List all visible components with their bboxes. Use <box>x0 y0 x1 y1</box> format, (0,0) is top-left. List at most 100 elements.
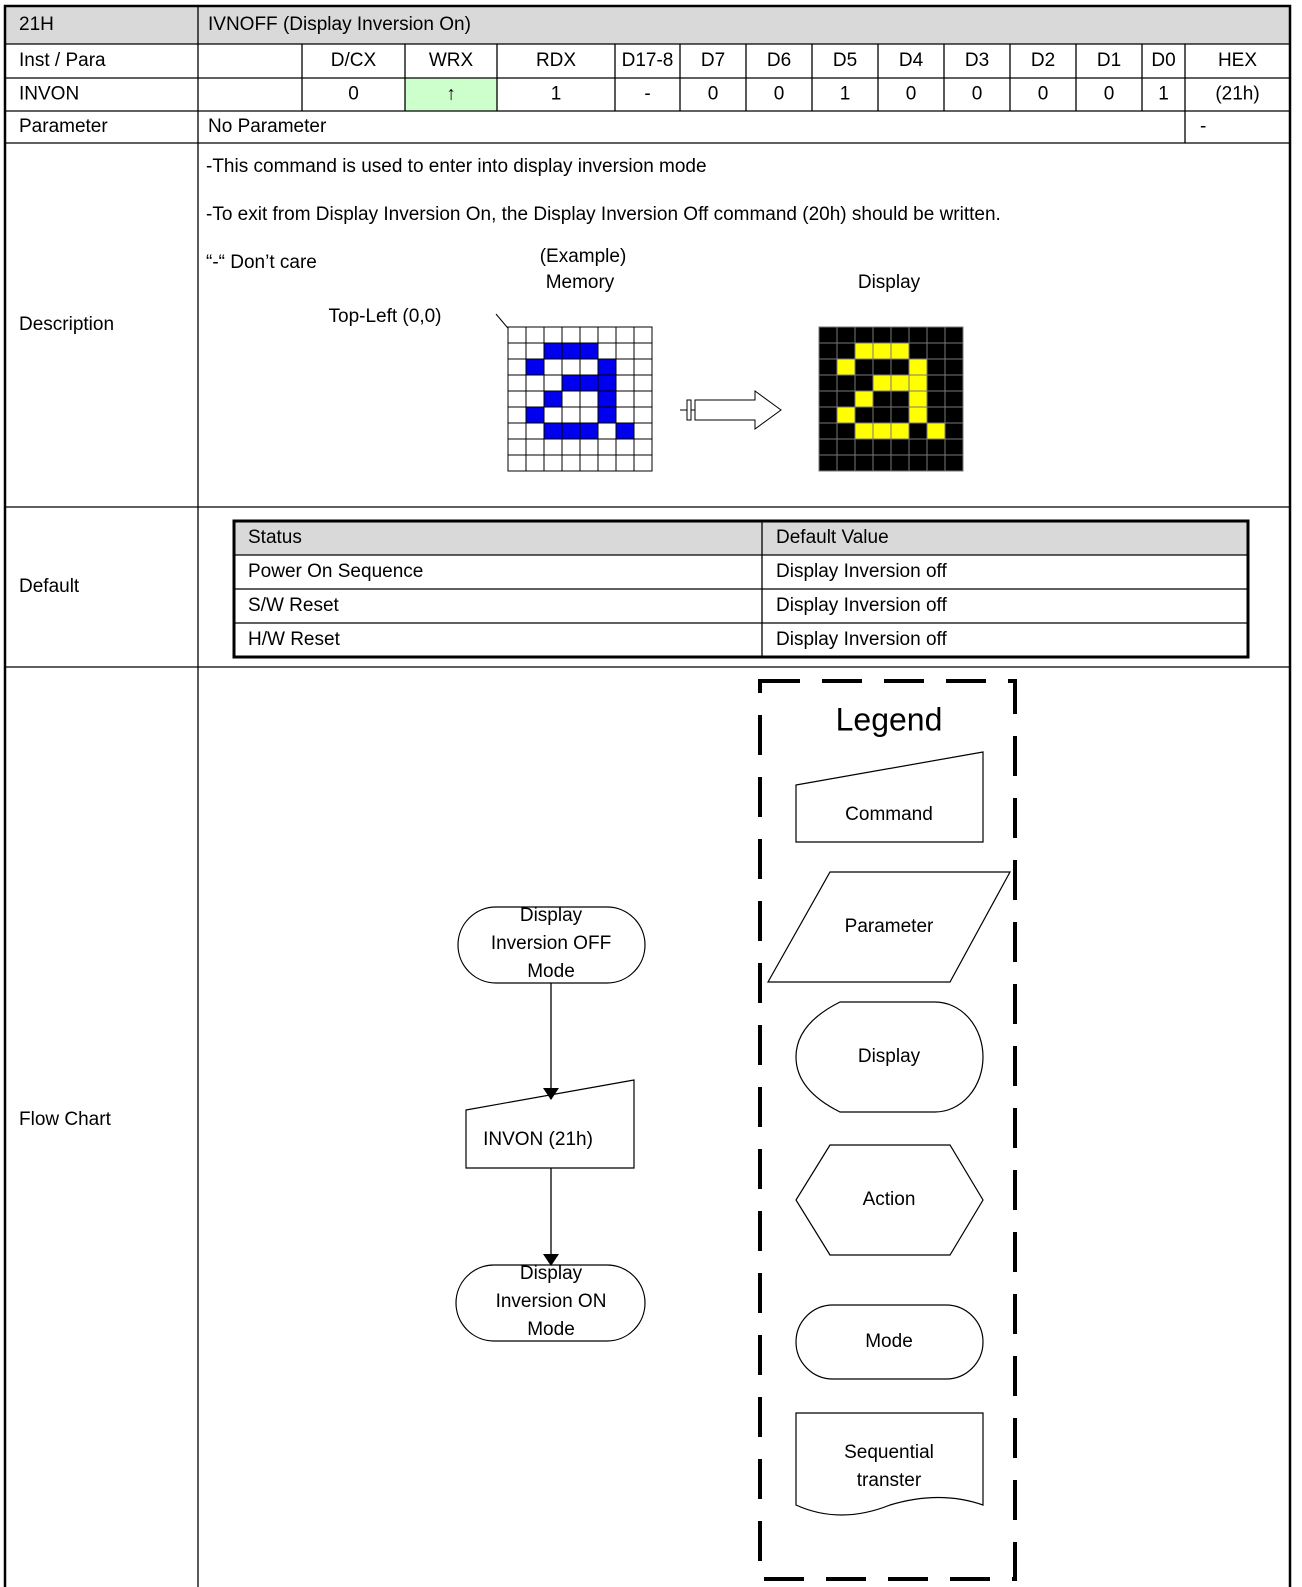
memory-pixel <box>543 374 563 392</box>
memory-pixel <box>507 374 527 392</box>
display-pixel <box>890 358 910 376</box>
default-cell: Display Inversion off <box>776 595 947 616</box>
display-pixel <box>926 454 946 472</box>
memory-pixel <box>597 374 617 392</box>
table-cell: 0 <box>1038 84 1049 105</box>
display-pixel <box>944 358 964 376</box>
memory-pixel <box>507 342 527 360</box>
memory-pixel <box>525 358 545 376</box>
memory-pixel <box>543 406 563 424</box>
display-pixel <box>836 454 856 472</box>
parameter-text: No Parameter <box>208 116 327 137</box>
display-pixel <box>890 406 910 424</box>
memory-pixel <box>615 390 635 408</box>
table-cell: 1 <box>1158 84 1169 105</box>
display-pixel <box>872 454 892 472</box>
column-header: D0 <box>1151 50 1175 71</box>
description-line: -To exit from Display Inversion On, the … <box>206 204 1001 225</box>
node-label: Display <box>520 905 583 926</box>
display-pixel <box>908 342 928 360</box>
display-pixel <box>944 374 964 392</box>
default-column: Default Value <box>776 527 889 548</box>
wrx-highlight <box>405 78 497 111</box>
display-pixel <box>836 326 856 344</box>
legend-item: Parameter <box>845 916 934 937</box>
memory-pixel <box>615 406 635 424</box>
column-header: D4 <box>899 50 924 71</box>
display-pixel <box>836 374 856 392</box>
display-pixel <box>818 438 838 456</box>
default-cell: Display Inversion off <box>776 629 947 650</box>
display-pixel <box>872 406 892 424</box>
legend-item: transter <box>857 1470 922 1491</box>
display-pixel <box>836 438 856 456</box>
display-pixel <box>944 390 964 408</box>
display-pixel <box>926 438 946 456</box>
display-pixel <box>872 358 892 376</box>
display-pixel <box>854 438 874 456</box>
command-code: 21H <box>19 14 54 35</box>
table-cell: 0 <box>972 84 983 105</box>
memory-pixel <box>597 342 617 360</box>
display-pixel <box>854 342 874 360</box>
display-pixel <box>854 422 874 440</box>
memory-pixel <box>633 422 653 440</box>
memory-pixel <box>615 326 635 344</box>
memory-pixel <box>507 454 527 472</box>
legend-item: Display <box>858 1046 921 1067</box>
memory-pixel <box>525 438 545 456</box>
display-pixel <box>908 454 928 472</box>
table-cell: ↑ <box>446 84 456 105</box>
memory-pixel <box>633 438 653 456</box>
display-pixel <box>854 390 874 408</box>
memory-pixel <box>525 422 545 440</box>
memory-pixel <box>579 326 599 344</box>
parameter-label: Parameter <box>19 116 108 137</box>
memory-pixel <box>597 326 617 344</box>
section-label: Flow Chart <box>19 1109 112 1130</box>
display-pixel <box>854 358 874 376</box>
memory-pixel <box>561 454 581 472</box>
table-cell: 1 <box>551 84 562 105</box>
memory-pixel <box>525 374 545 392</box>
memory-pixel <box>579 358 599 376</box>
memory-pixel <box>615 438 635 456</box>
memory-pixel <box>525 390 545 408</box>
memory-pixel <box>507 406 527 424</box>
table-cell: 0 <box>708 84 719 105</box>
memory-label: Memory <box>546 272 615 293</box>
default-cell: Power On Sequence <box>248 561 423 582</box>
legend-item: Action <box>863 1189 916 1210</box>
node-label: Display <box>520 1263 583 1284</box>
display-pixel <box>872 374 892 392</box>
legend-title: Legend <box>836 701 943 737</box>
column-header: D17-8 <box>622 50 674 71</box>
display-pixel <box>836 342 856 360</box>
display-pixel <box>926 358 946 376</box>
memory-pixel <box>597 358 617 376</box>
display-pixel <box>854 406 874 424</box>
memory-pixel <box>507 438 527 456</box>
memory-pixel <box>543 438 563 456</box>
display-pixel <box>818 342 838 360</box>
default-cell: Display Inversion off <box>776 561 947 582</box>
display-pixel <box>908 406 928 424</box>
memory-pixel <box>579 422 599 440</box>
memory-pixel <box>633 406 653 424</box>
column-header: D6 <box>767 50 791 71</box>
memory-pixel <box>507 390 527 408</box>
table-cell: - <box>644 84 650 105</box>
legend-frame <box>758 679 1017 1581</box>
display-pixel <box>926 390 946 408</box>
legend-item: Sequential <box>844 1442 934 1463</box>
memory-pixel <box>561 342 581 360</box>
memory-pixel <box>525 326 545 344</box>
display-pixel <box>890 438 910 456</box>
memory-pixel <box>633 390 653 408</box>
memory-pixel <box>561 358 581 376</box>
column-header: Inst / Para <box>19 50 106 71</box>
column-header: D3 <box>965 50 989 71</box>
memory-pixel <box>579 390 599 408</box>
description-line: -This command is used to enter into disp… <box>206 156 707 177</box>
column-header: HEX <box>1218 50 1257 71</box>
